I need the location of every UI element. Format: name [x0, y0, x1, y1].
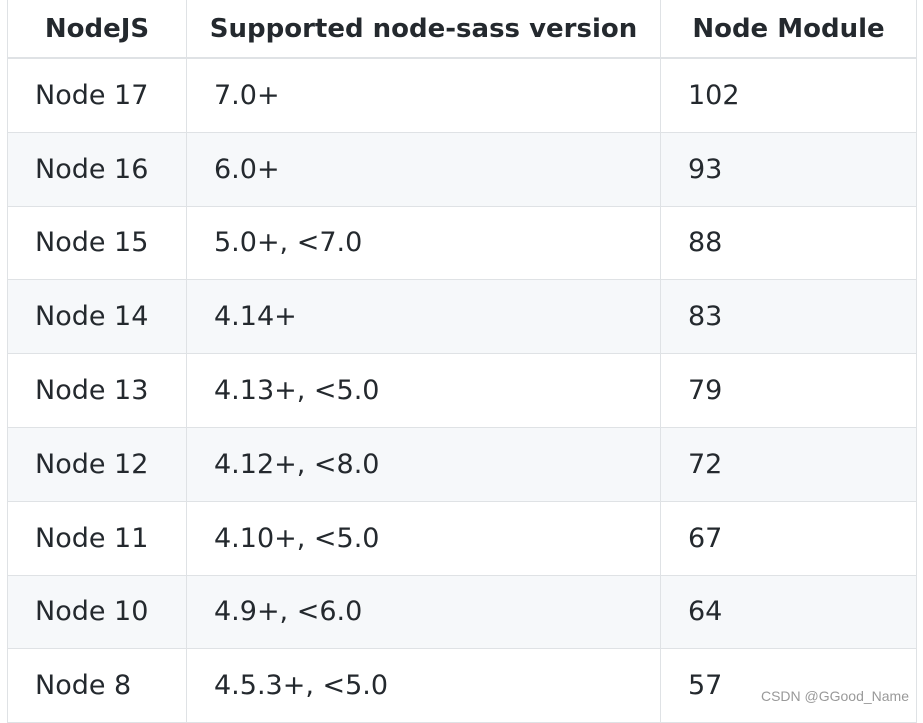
table-cell: 102: [660, 58, 917, 133]
table-cell: 4.9+, <6.0: [186, 574, 661, 650]
table-cell: 4.14+: [186, 279, 661, 355]
table-cell: Node 15: [7, 205, 187, 281]
table-cell: Node 12: [7, 427, 187, 502]
table-cell: Node 11: [7, 500, 187, 576]
table-cell: 83: [660, 279, 917, 355]
table-cell: Node 10: [7, 574, 187, 650]
table-cell: 4.12+, <8.0: [186, 427, 661, 502]
table-cell: Node 17: [7, 58, 187, 133]
table-cell: 64: [660, 574, 917, 650]
watermark: CSDN @GGood_Name: [760, 688, 909, 704]
table-cell: 7.0+: [186, 58, 661, 133]
table-cell: Node 13: [7, 353, 187, 428]
table: NodeJS Supported node-sass version Node Mo…: [7, 0, 917, 723]
table-cell: Node 16: [7, 131, 187, 207]
table-cell: 67: [660, 500, 917, 576]
table-cell: 72: [660, 427, 917, 502]
table-cell: 6.0+: [186, 131, 661, 207]
table-cell: 4.13+, <5.0: [186, 353, 661, 428]
table-cell: 79: [660, 353, 917, 428]
header-cell: NodeJS: [7, 0, 187, 58]
table-cell: 93: [660, 131, 917, 207]
header-cell: Node Module: [660, 0, 917, 58]
table-cell: 4.10+, <5.0: [186, 500, 661, 576]
header-cell: Supported node-sass version: [186, 0, 661, 58]
table-cell: 5.0+, <7.0: [186, 205, 661, 281]
table-cell: Node 14: [7, 279, 187, 355]
table-cell: 88: [660, 205, 917, 281]
